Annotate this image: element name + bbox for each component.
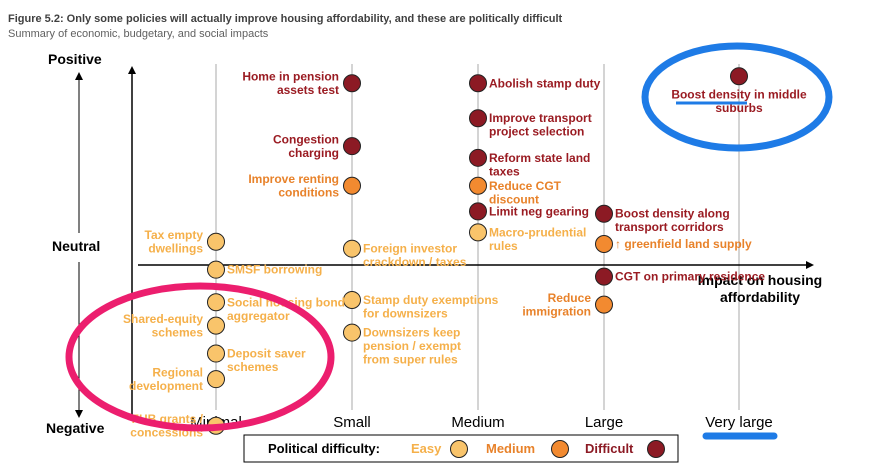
- point-smsf: [207, 260, 225, 279]
- point-foreign-investor: [343, 239, 361, 258]
- point-home-pension: [343, 74, 361, 93]
- label-state-land: Reform state land taxes: [489, 151, 590, 179]
- legend-swatch-medium: [551, 440, 569, 458]
- point-state-land: [469, 148, 487, 167]
- label-home-pension: Home in pension assets test: [242, 70, 339, 98]
- x-tick-label-medium: Medium: [451, 414, 504, 431]
- point-congestion: [343, 137, 361, 156]
- point-cgt-discount: [469, 176, 487, 195]
- label-cgt-discount: Reduce CGT discount: [489, 179, 562, 207]
- label-transport-corr: Boost density along transport corridors: [615, 207, 730, 235]
- label-housing-bond: Social housing bond aggregator: [227, 295, 345, 323]
- point-downsizers: [343, 323, 361, 342]
- annotation-pink-ellipse: [65, 282, 335, 432]
- label-abolish-stamp: Abolish stamp duty: [489, 76, 601, 90]
- x-category-labels: MinimalSmallMediumLargeVery large: [190, 414, 773, 431]
- label-neg-gearing: Limit neg gearing: [489, 204, 589, 218]
- chart-subtitle: Summary of economic, budgetary, and soci…: [8, 28, 269, 40]
- point-cgt-residence: [595, 267, 613, 286]
- x-tick-label-large: Large: [585, 414, 623, 431]
- label-middle-suburbs: Boost density in middle suburbs: [671, 87, 807, 115]
- label-immigration: Reduce immigration: [522, 291, 591, 319]
- point-neg-gearing: [469, 202, 487, 221]
- point-regional: [207, 370, 225, 389]
- label-deposit-saver: Deposit saver schemes: [227, 347, 306, 375]
- label-smsf: SMSF borrowing: [227, 263, 322, 277]
- point-deposit-saver: [207, 344, 225, 363]
- y-label-neutral: Neutral: [52, 238, 100, 254]
- point-shared-equity: [207, 316, 225, 335]
- x-axis-label-line1: Impact on housing: [698, 272, 822, 288]
- label-regional: Regional development: [129, 365, 203, 393]
- legend-label-easy: Easy: [411, 441, 442, 456]
- point-renting: [343, 176, 361, 195]
- point-abolish-stamp: [469, 74, 487, 93]
- point-immigration: [595, 295, 613, 314]
- point-housing-bond: [207, 293, 225, 312]
- label-cgt-residence: CGT on primary residence: [615, 270, 765, 284]
- label-congestion: Congestion charging: [273, 132, 339, 160]
- point-stamp-exempt: [343, 290, 361, 309]
- point-tax-empty: [207, 232, 225, 251]
- legend-title: Political difficulty:: [268, 441, 380, 456]
- annotation-blue-ellipse: [641, 42, 833, 152]
- label-stamp-exempt: Stamp duty exemptions for downsizers: [363, 293, 499, 321]
- chart-legend: Political difficulty: Easy Medium Difficul…: [243, 434, 679, 463]
- legend-label-difficult: Difficult: [585, 441, 634, 456]
- point-transport-corr: [595, 204, 613, 223]
- label-downsizers: Downsizers keep pension / exempt from supe…: [363, 326, 461, 367]
- label-tax-empty: Tax empty dwellings: [145, 228, 204, 256]
- legend-items: Easy Medium Difficult: [411, 440, 665, 458]
- label-foreign-investor: Foreign investor crackdown / taxes: [363, 242, 467, 270]
- point-middle-suburbs: [730, 67, 748, 86]
- label-shared-equity: Shared-equity schemes: [123, 312, 203, 340]
- x-axis-label-line2: affordability: [720, 289, 800, 305]
- y-label-positive: Positive: [48, 51, 102, 67]
- chart-title: Figure 5.2: Only some policies will actu…: [8, 13, 563, 25]
- x-tick-label-small: Small: [333, 414, 371, 431]
- point-macro-pru: [469, 223, 487, 242]
- legend-swatch-difficult: [647, 440, 665, 458]
- point-transport-proj: [469, 109, 487, 128]
- label-transport-proj: Improve transport project selection: [489, 111, 592, 138]
- legend-swatch-easy: [450, 440, 468, 458]
- label-greenfield: ↑ greenfield land supply: [615, 237, 752, 251]
- label-renting: Improve renting conditions: [248, 172, 339, 200]
- point-greenfield: [595, 235, 613, 254]
- label-macro-pru: Macro-prudential rules: [489, 225, 586, 253]
- policy-points: Home in pension assets test Congestion char…: [123, 67, 807, 440]
- legend-label-medium: Medium: [486, 441, 535, 456]
- x-tick-label-very-large: Very large: [705, 414, 773, 431]
- y-label-negative: Negative: [46, 420, 105, 436]
